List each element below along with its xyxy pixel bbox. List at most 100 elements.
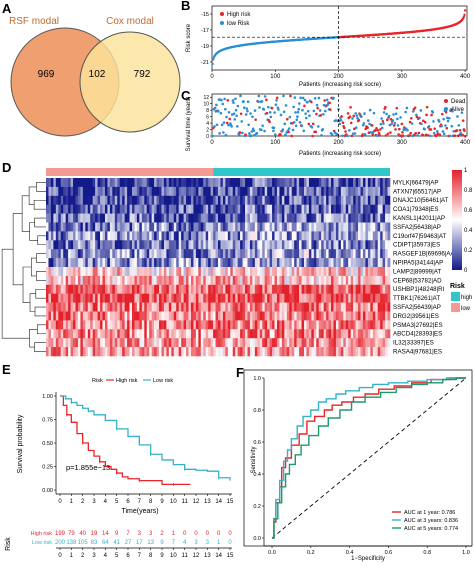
d-cell — [247, 213, 251, 223]
d-cell — [176, 240, 179, 250]
d-cell — [276, 195, 280, 205]
d-cell — [200, 178, 204, 188]
c-point — [329, 108, 332, 111]
d-cell — [222, 284, 226, 294]
d-cell — [257, 186, 261, 197]
d-cell — [299, 258, 302, 268]
d-cell — [200, 347, 204, 357]
d-cell — [286, 293, 290, 303]
d-cell — [190, 338, 194, 348]
c-point — [249, 134, 253, 138]
d-cell — [353, 178, 356, 188]
d-cell — [122, 249, 125, 259]
d-cell — [279, 240, 283, 250]
d-cell — [161, 284, 165, 294]
c-point — [308, 114, 311, 118]
d-cell — [112, 231, 116, 241]
d-cell — [90, 213, 93, 223]
d-cell — [55, 275, 59, 286]
d-cell — [141, 249, 145, 259]
d-cell — [254, 302, 258, 312]
d-cell — [242, 329, 246, 339]
d-cell — [235, 258, 238, 268]
d-cell — [171, 275, 175, 286]
d-cell — [92, 302, 96, 312]
d-cell — [289, 284, 293, 294]
d-cell — [100, 284, 103, 294]
d-cell — [380, 249, 383, 259]
d-cell — [296, 178, 300, 188]
c-point — [411, 134, 414, 138]
d-cell — [75, 267, 79, 277]
c-point — [432, 120, 435, 123]
e-ylabel: Survival probability — [17, 414, 24, 473]
d-cell — [188, 267, 192, 277]
d-cell — [213, 302, 216, 312]
d-cell — [296, 275, 300, 286]
d-cell — [193, 186, 197, 197]
d-cell — [350, 275, 354, 286]
d-cell — [124, 284, 128, 294]
c-legend: Dead Alive — [444, 99, 465, 113]
d-cell — [68, 311, 71, 321]
d-cell — [181, 258, 184, 268]
d-cell — [254, 284, 258, 294]
d-cell — [286, 222, 290, 232]
d-cell — [382, 284, 386, 294]
c-point — [248, 132, 251, 135]
d-cell — [235, 240, 238, 250]
d-cell — [181, 275, 184, 286]
panel-label-d: D — [2, 160, 11, 175]
d-cell — [225, 186, 229, 197]
d-cell — [46, 204, 49, 214]
d-cell — [124, 320, 128, 330]
d-cell — [367, 222, 371, 232]
d-cell — [380, 231, 383, 241]
d-cell — [340, 186, 344, 197]
c-point — [223, 97, 226, 101]
d-cell — [205, 267, 209, 277]
d-cell — [335, 347, 339, 357]
d-cell — [90, 240, 93, 250]
d-cell — [141, 186, 145, 197]
d-cell — [141, 195, 145, 205]
d-cell — [178, 222, 182, 232]
c-point — [403, 126, 406, 129]
c-point — [325, 98, 329, 102]
e-xtick-label: 1 — [70, 499, 74, 505]
d-cell — [227, 338, 231, 348]
d-cell — [163, 293, 167, 303]
d-cell — [291, 186, 295, 197]
d-cell — [161, 311, 165, 321]
d-cell — [144, 186, 148, 197]
d-cell — [333, 311, 337, 321]
d-cell — [313, 249, 317, 259]
e-xtick-label: 0 — [58, 499, 62, 505]
d-cell — [267, 338, 270, 348]
d-cell — [242, 258, 246, 268]
d-cell — [92, 213, 96, 223]
d-cell — [240, 222, 243, 232]
d-cell — [127, 195, 130, 205]
d-cell — [181, 347, 184, 357]
d-cell — [50, 329, 54, 339]
d-cell — [55, 302, 59, 312]
d-cell — [225, 347, 229, 357]
d-cell — [151, 347, 155, 357]
d-cell — [252, 258, 256, 268]
d-cell — [240, 347, 243, 357]
d-cell — [284, 222, 288, 232]
d-cell — [159, 258, 162, 268]
d-cell — [195, 275, 199, 286]
d-cell — [186, 302, 189, 312]
d-cell — [141, 338, 145, 348]
c-point — [394, 128, 397, 131]
d-cell — [299, 284, 302, 294]
d-row-label: NPIPA5|34144|AP — [393, 260, 443, 267]
d-cell — [127, 329, 130, 339]
d-cell — [97, 195, 101, 205]
d-cell — [70, 213, 74, 223]
d-cell — [127, 258, 130, 268]
d-cell — [181, 222, 184, 232]
d-cell — [195, 240, 199, 250]
